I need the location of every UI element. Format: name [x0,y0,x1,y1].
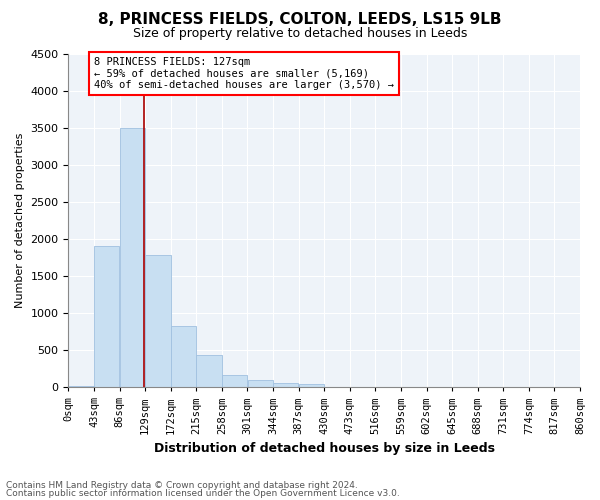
Y-axis label: Number of detached properties: Number of detached properties [15,133,25,308]
X-axis label: Distribution of detached houses by size in Leeds: Distribution of detached houses by size … [154,442,495,455]
Bar [299,384,324,387]
Bar [273,382,298,387]
Text: Contains HM Land Registry data © Crown copyright and database right 2024.: Contains HM Land Registry data © Crown c… [6,480,358,490]
Bar [120,128,145,387]
Text: Size of property relative to detached houses in Leeds: Size of property relative to detached ho… [133,28,467,40]
Bar [222,376,247,387]
Bar [94,246,119,387]
Text: 8 PRINCESS FIELDS: 127sqm
← 59% of detached houses are smaller (5,169)
40% of se: 8 PRINCESS FIELDS: 127sqm ← 59% of detac… [94,57,394,90]
Text: Contains public sector information licensed under the Open Government Licence v3: Contains public sector information licen… [6,489,400,498]
Bar [145,256,170,387]
Text: 8, PRINCESS FIELDS, COLTON, LEEDS, LS15 9LB: 8, PRINCESS FIELDS, COLTON, LEEDS, LS15 … [98,12,502,28]
Bar [196,354,222,387]
Bar [171,326,196,387]
Bar [68,386,94,387]
Bar [248,380,273,387]
